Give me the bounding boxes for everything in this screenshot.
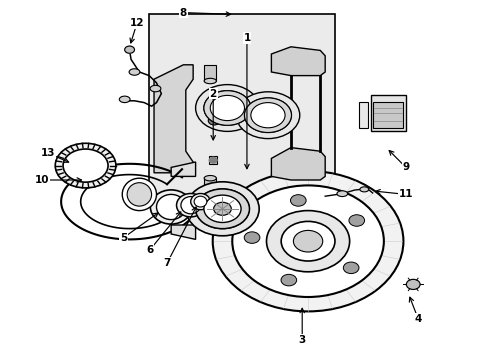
Ellipse shape	[150, 190, 192, 224]
Circle shape	[212, 171, 403, 311]
Text: 10: 10	[34, 175, 49, 185]
Bar	[204, 65, 216, 81]
Text: 2: 2	[209, 89, 216, 99]
Ellipse shape	[359, 187, 368, 192]
Circle shape	[281, 274, 296, 286]
Bar	[149, 14, 334, 202]
Ellipse shape	[181, 197, 200, 214]
Circle shape	[348, 215, 364, 226]
Text: 11: 11	[398, 189, 412, 199]
Circle shape	[406, 279, 419, 289]
Circle shape	[195, 189, 249, 229]
Text: 9: 9	[402, 162, 408, 172]
Circle shape	[208, 116, 220, 125]
Circle shape	[236, 92, 299, 139]
Circle shape	[244, 232, 259, 243]
Polygon shape	[171, 225, 195, 239]
Circle shape	[203, 91, 250, 125]
Circle shape	[281, 221, 334, 261]
Bar	[209, 156, 217, 164]
Circle shape	[406, 279, 419, 289]
Text: 8: 8	[180, 8, 186, 18]
Circle shape	[293, 230, 322, 252]
Ellipse shape	[150, 85, 161, 92]
Circle shape	[185, 182, 259, 236]
Ellipse shape	[190, 194, 210, 210]
Circle shape	[244, 98, 291, 132]
Circle shape	[343, 262, 358, 274]
Text: 7: 7	[163, 258, 171, 268]
Bar	[370, 95, 405, 131]
Circle shape	[203, 91, 250, 125]
Circle shape	[208, 116, 220, 125]
Circle shape	[203, 195, 241, 222]
Ellipse shape	[336, 191, 347, 197]
Text: 13: 13	[41, 148, 55, 158]
Circle shape	[213, 202, 231, 215]
Ellipse shape	[127, 183, 151, 206]
Circle shape	[266, 211, 349, 272]
Text: 12: 12	[129, 18, 144, 28]
Bar	[359, 102, 367, 128]
Circle shape	[210, 95, 244, 121]
Circle shape	[213, 202, 231, 215]
Ellipse shape	[129, 69, 140, 75]
Circle shape	[290, 195, 305, 206]
Circle shape	[244, 98, 291, 132]
Polygon shape	[271, 148, 325, 180]
Ellipse shape	[204, 175, 216, 181]
Circle shape	[195, 85, 259, 131]
Ellipse shape	[122, 178, 156, 211]
Text: 6: 6	[146, 245, 153, 255]
Circle shape	[124, 46, 134, 53]
Text: 1: 1	[243, 33, 250, 43]
Ellipse shape	[204, 78, 216, 84]
Ellipse shape	[194, 196, 206, 207]
Circle shape	[250, 103, 285, 128]
Circle shape	[124, 46, 134, 53]
Ellipse shape	[119, 96, 130, 103]
Text: 3: 3	[298, 335, 305, 345]
Circle shape	[232, 185, 383, 297]
Circle shape	[63, 149, 108, 182]
Text: 4: 4	[413, 314, 421, 324]
Text: 5: 5	[120, 233, 127, 243]
Ellipse shape	[176, 194, 204, 217]
Bar	[372, 102, 402, 128]
Polygon shape	[271, 47, 325, 76]
Polygon shape	[154, 65, 193, 173]
Ellipse shape	[156, 194, 185, 220]
Bar	[204, 178, 216, 194]
Polygon shape	[171, 162, 195, 176]
Circle shape	[195, 189, 249, 229]
Circle shape	[55, 143, 116, 188]
Circle shape	[209, 157, 217, 163]
